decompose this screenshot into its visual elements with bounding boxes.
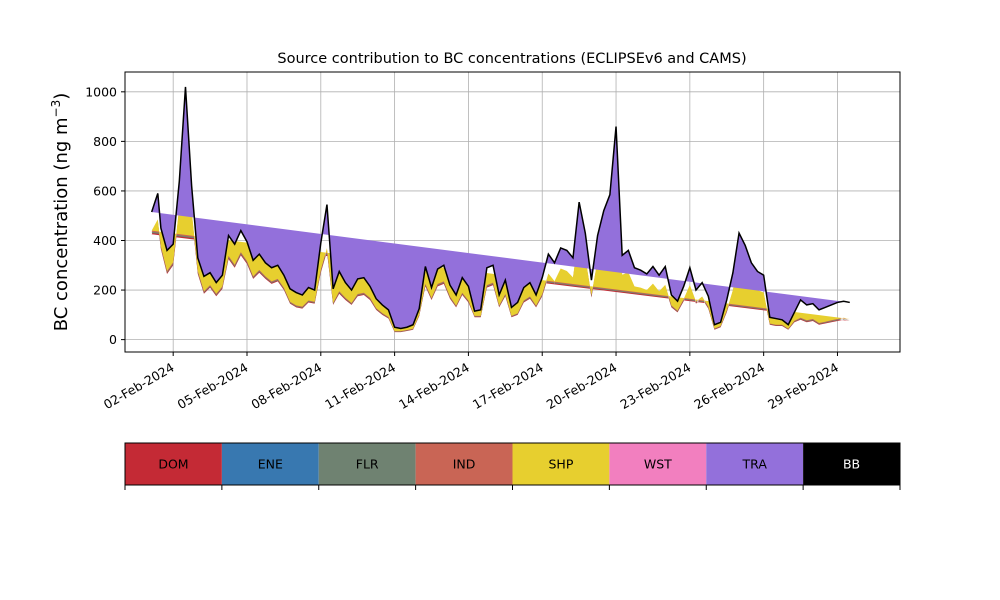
y-tick-label-4: 800 — [93, 134, 117, 149]
legend-swatch-wst — [609, 443, 707, 485]
y-axis-label-close: ) — [51, 93, 72, 100]
legend-swatch-dom — [125, 443, 222, 485]
y-tick-label-2: 400 — [93, 233, 117, 248]
legend-swatch-shp — [512, 443, 610, 485]
y-tick-label-0: 0 — [109, 332, 117, 347]
y-axis-label: BC concentration (ng m−3) — [49, 93, 72, 332]
y-tick-label-5: 1000 — [85, 84, 117, 99]
legend-label-ind: IND — [453, 457, 476, 472]
x-tick-label-4: 14-Feb-2024 — [396, 360, 472, 412]
x-tick-label-0: 02-Feb-2024 — [101, 360, 177, 412]
plot-frame — [124, 71, 901, 353]
y-axis-label-main: BC concentration (ng m — [51, 117, 72, 331]
y-tick-label-1: 200 — [93, 283, 117, 298]
x-tick-label-5: 17-Feb-2024 — [470, 360, 546, 412]
legend-label-bb: BB — [843, 457, 860, 472]
x-tick-label-6: 20-Feb-2024 — [544, 360, 620, 412]
y-axis-label-superscript: −3 — [49, 100, 63, 118]
area-tra — [151, 86, 850, 329]
legend-label-tra: TRA — [742, 457, 768, 472]
legend-swatch-flr — [318, 443, 416, 485]
x-tick-label-2: 08-Feb-2024 — [248, 360, 324, 412]
x-axis: 02-Feb-202405-Feb-202408-Feb-202411-Feb-… — [101, 352, 841, 412]
legend-label-dom: DOM — [158, 457, 188, 472]
legend-label-wst: WST — [644, 457, 672, 472]
x-tick-label-3: 11-Feb-2024 — [322, 360, 398, 412]
total-line — [150, 86, 850, 330]
stacked-areas — [150, 86, 850, 333]
y-axis: 0 200 400 600 800 1000 — [85, 84, 125, 347]
y-tick-label-3: 600 — [93, 183, 117, 198]
legend-label-shp: SHP — [549, 457, 574, 472]
x-tick-label-7: 23-Feb-2024 — [618, 360, 694, 412]
x-tick-label-8: 26-Feb-2024 — [691, 360, 767, 412]
legend-swatch-bb — [803, 443, 900, 485]
legend-colorbar: DOM ENE FLR IND SHP WST TRA BB — [124, 442, 901, 490]
legend-swatch-ind — [415, 443, 513, 485]
chart-title: Source contribution to BC concentrations… — [277, 51, 746, 67]
legend-label-flr: FLR — [356, 457, 379, 472]
x-tick-label-1: 05-Feb-2024 — [175, 360, 251, 412]
x-tick-label-9: 29-Feb-2024 — [765, 360, 841, 412]
legend-swatch-ene — [221, 443, 319, 485]
legend-swatch-tra — [706, 443, 804, 485]
legend-label-ene: ENE — [258, 457, 283, 472]
